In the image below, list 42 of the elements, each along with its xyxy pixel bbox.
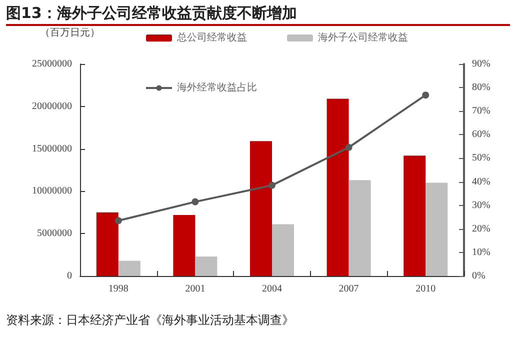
y2-tick-label: 60% [472,129,490,140]
y2-tick-label: 30% [472,200,490,211]
x-tick-label: 2007 [338,284,359,294]
y-tick-label: 10000000 [32,186,72,197]
bar [195,256,218,276]
bar [326,98,349,276]
y-tick-label: 25000000 [32,58,72,70]
y2-tick-label: 10% [472,246,490,258]
y2-tick-label: 40% [472,176,490,188]
bar [118,260,140,276]
bar [426,182,448,276]
point [345,144,352,151]
y2-tick-label: 80% [472,82,490,94]
legend-label: 海外经常收益占比 [177,82,257,94]
bar [250,141,272,276]
y-tick-label: 20000000 [32,100,72,112]
y2-tick-label: 50% [472,152,490,164]
point [268,182,276,189]
chart-title: 图13：海外子公司经常收益贡献度不断增加 [6,4,297,23]
text: 资料来源：日本经济产业省《海外事业活动基本调查》 [6,312,294,329]
bar [96,212,118,276]
point [114,217,122,224]
bar [348,180,371,276]
y-tick-label: 15000000 [32,143,72,154]
point [192,198,199,206]
y2-tick-label: 90% [472,58,490,70]
y2-tick-label: 0% [472,270,486,282]
bar [272,224,294,276]
y2-tick-label: 20% [472,223,490,234]
x-tick-label: 2001 [185,284,206,294]
x-tick-label: 2010 [416,284,436,294]
point [422,92,430,99]
x-tick-label: 1998 [108,284,128,294]
y-tick-label: 0 [67,270,72,282]
y-tick-label: 5000000 [37,228,72,240]
bar [404,156,426,276]
legend-label: 总公司经常收益 [176,32,247,44]
y2-tick-label: 70% [472,106,490,117]
x-tick-label: 2004 [262,284,282,294]
bar [173,214,196,276]
y-axis-title: （百万日元） [40,28,100,38]
legend-label: 海外子公司经常收益 [318,32,408,44]
